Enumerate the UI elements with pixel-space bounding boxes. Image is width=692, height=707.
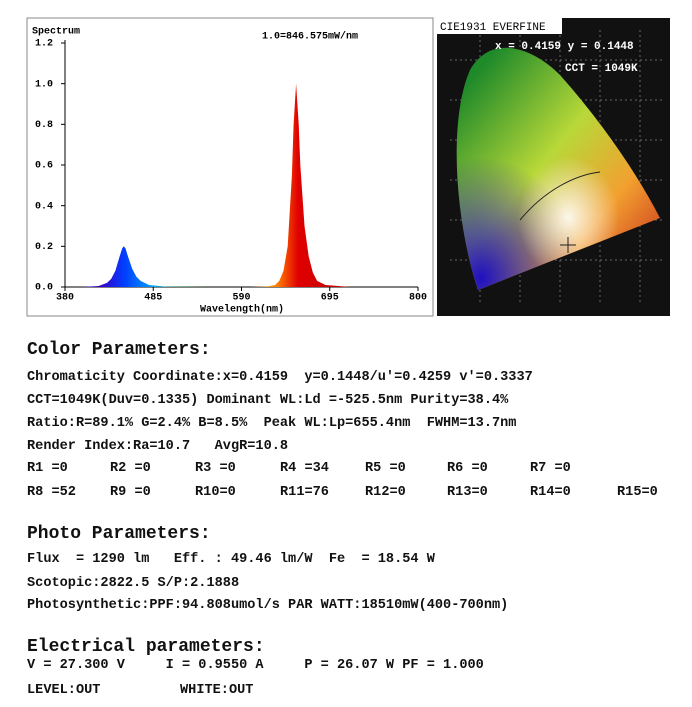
x-tick-label: 800	[409, 293, 427, 304]
text-line: V = 27.300 V I = 0.9550 A P = 26.07 W PF…	[27, 658, 484, 673]
render-index: R5 =0	[365, 461, 406, 476]
x-tick-label: 485	[144, 293, 162, 304]
render-index: R9 =0	[110, 485, 151, 500]
render-index: R6 =0	[447, 461, 488, 476]
y-tick-label: 0.6	[35, 161, 53, 172]
spectrum-panel: Spectrum 1.0=846.575mW/nm Wavelength(nm)…	[26, 17, 670, 317]
render-index: R7 =0	[530, 461, 571, 476]
render-index: R1 =0	[27, 461, 68, 476]
render-index: R15=0	[617, 485, 658, 500]
chart-title: Spectrum	[32, 27, 80, 38]
render-index: R13=0	[447, 485, 488, 500]
text-line: Scotopic:2822.5 S/P:2.1888	[27, 576, 240, 591]
x-tick-label: 590	[232, 293, 250, 304]
render-index: R12=0	[365, 485, 406, 500]
y-tick-label: 1.0	[35, 79, 53, 90]
x-axis-label: Wavelength(nm)	[200, 304, 284, 316]
y-tick-label: 0.0	[35, 283, 53, 294]
section-heading: Color Parameters:	[27, 340, 211, 360]
cie-point	[560, 237, 576, 253]
render-index: R2 =0	[110, 461, 151, 476]
text-line: Photosynthetic:PPF:94.808umol/s PAR WATT…	[27, 598, 509, 613]
cie-coordinates: x = 0.4159 y = 0.1448	[495, 41, 634, 53]
render-index: R14=0	[530, 485, 571, 500]
render-index: R4 =34	[280, 461, 329, 476]
planckian-locus	[519, 171, 601, 221]
cie-cct: CCT = 1049K	[565, 63, 638, 75]
text-line: Chromaticity Coordinate:x=0.4159 y=0.144…	[27, 370, 533, 385]
render-index: R3 =0	[195, 461, 236, 476]
render-index: R11=76	[280, 485, 329, 500]
text-line: WHITE:OUT	[180, 683, 254, 698]
section-heading: Photo Parameters:	[27, 524, 211, 544]
render-index: R10=0	[195, 485, 236, 500]
text-line: Ratio:R=89.1% G=2.4% B=8.5% Peak WL:Lp=6…	[27, 416, 517, 431]
text-line: CCT=1049K(Duv=0.1335) Dominant WL:Ld =-5…	[27, 393, 509, 408]
text-line: Render Index:Ra=10.7 AvgR=10.8	[27, 439, 289, 454]
section-heading: Electrical parameters:	[27, 637, 265, 657]
cie-panel: CIE1931 EVERFINE x = 0.4159 y = 0.1448 C…	[437, 18, 670, 316]
y-tick-label: 0.2	[35, 242, 53, 253]
x-tick-label: 695	[321, 293, 339, 304]
text-line: LEVEL:OUT	[27, 683, 101, 698]
cie-locus-white	[456, 47, 660, 290]
y-tick-label: 0.8	[35, 120, 53, 131]
text-line: Flux = 1290 lm Eff. : 49.46 lm/W Fe = 18…	[27, 552, 435, 567]
render-index: R8 =52	[27, 485, 76, 500]
annotation: 1.0=846.575mW/nm	[262, 31, 358, 43]
y-tick-label: 1.2	[35, 39, 53, 50]
cie-title-bg	[437, 18, 562, 34]
x-tick-label: 380	[56, 293, 74, 304]
y-tick-label: 0.4	[35, 201, 53, 212]
chart-frame	[26, 17, 434, 317]
cie-title: CIE1931 EVERFINE	[440, 22, 546, 34]
